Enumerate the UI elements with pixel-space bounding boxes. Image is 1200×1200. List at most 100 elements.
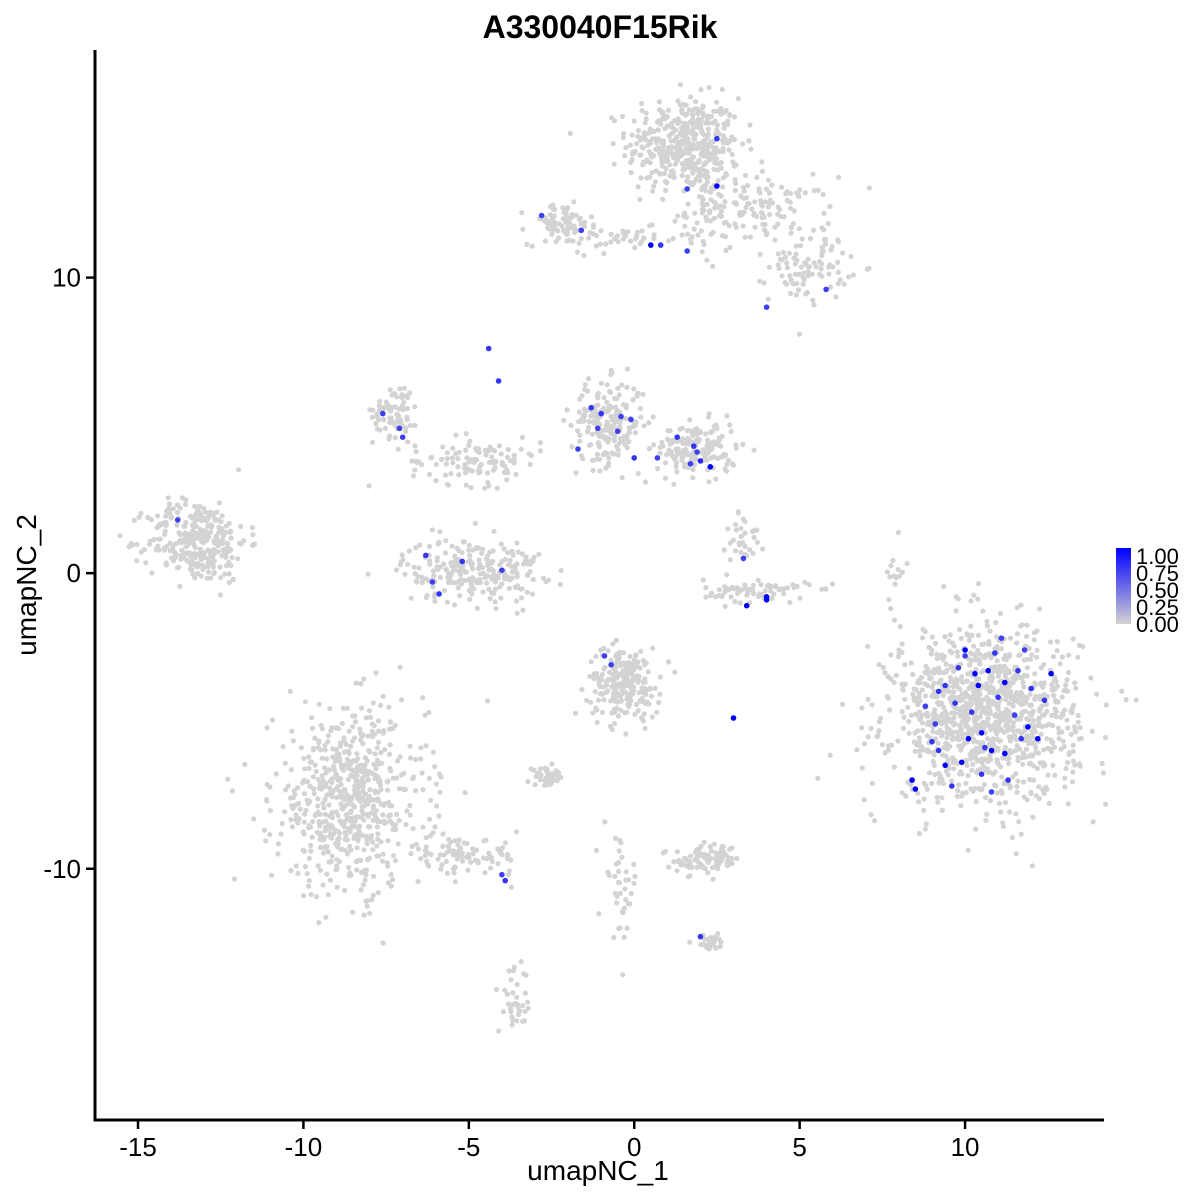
- cell-point: [769, 182, 775, 188]
- cell-point: [443, 461, 449, 467]
- cell-point: [769, 595, 775, 602]
- cell-point: [700, 196, 706, 202]
- cell-point: [223, 554, 229, 560]
- x-tick-label: -5: [457, 1132, 480, 1162]
- cell-point: [514, 540, 520, 546]
- cell-point: [198, 536, 204, 542]
- cell-point: [577, 396, 583, 402]
- cell-point: [819, 249, 825, 255]
- cell-point: [638, 101, 645, 107]
- cell-point: [170, 542, 177, 548]
- cell-point: [576, 409, 583, 415]
- cell-point: [610, 641, 616, 647]
- cell-point: [473, 445, 479, 451]
- cell-point: [405, 561, 411, 567]
- cell-point: [964, 762, 970, 769]
- cell-point: [655, 118, 662, 124]
- cell-point: [809, 271, 815, 277]
- cell-point: [910, 671, 916, 678]
- cell-point: [1013, 737, 1020, 743]
- cell-point: [1031, 637, 1037, 643]
- cell-point: [771, 591, 777, 597]
- cell-point: [981, 763, 987, 770]
- cell-point: [680, 165, 687, 172]
- cell-point: [319, 773, 325, 779]
- cell-point: [470, 846, 476, 852]
- expressing-cell-point: [740, 555, 747, 562]
- cell-point: [430, 584, 436, 590]
- cell-point: [599, 690, 605, 697]
- cell-point: [443, 566, 449, 573]
- cell-point: [456, 472, 462, 478]
- cell-point: [315, 777, 321, 783]
- cell-point: [803, 291, 809, 297]
- expressing-cell-point: [823, 286, 829, 293]
- cell-point: [647, 140, 654, 146]
- cell-point: [1023, 633, 1030, 640]
- cell-point: [436, 540, 442, 546]
- cell-point: [718, 443, 724, 449]
- cell-point: [618, 707, 624, 713]
- cell-point: [628, 664, 634, 671]
- cell-point: [343, 832, 349, 838]
- cell-point: [691, 180, 697, 186]
- cell-point: [290, 738, 296, 744]
- cell-point: [985, 758, 991, 765]
- cell-point: [432, 598, 438, 604]
- cell-point: [412, 467, 418, 473]
- cell-point: [344, 801, 350, 807]
- cell-point: [868, 725, 874, 732]
- cell-point: [383, 820, 389, 826]
- cell-point: [835, 259, 841, 265]
- cell-point: [888, 652, 894, 658]
- cell-point: [700, 577, 706, 583]
- cell-point: [994, 658, 1000, 664]
- cell-point: [293, 812, 299, 818]
- cell-point: [700, 110, 706, 116]
- expressing-cell-point: [687, 461, 694, 467]
- cell-point: [816, 258, 823, 265]
- cell-point: [1037, 606, 1043, 612]
- cell-point: [590, 710, 596, 716]
- cell-point: [1028, 789, 1034, 795]
- cell-point: [1005, 714, 1011, 721]
- cell-point: [631, 880, 637, 886]
- cell-point: [380, 730, 386, 736]
- cell-point: [168, 515, 174, 521]
- cell-point: [701, 839, 707, 845]
- cell-point: [288, 817, 294, 823]
- cell-point: [493, 459, 499, 465]
- cell-point: [167, 510, 173, 516]
- cell-point: [726, 112, 733, 118]
- cell-point: [655, 127, 661, 133]
- cell-point: [335, 725, 342, 732]
- cell-point: [742, 543, 748, 550]
- cell-point: [1060, 712, 1066, 718]
- cell-point: [320, 882, 326, 888]
- cell-point: [940, 656, 946, 663]
- cell-point: [990, 771, 996, 777]
- cell-point: [740, 516, 746, 522]
- cell-point: [682, 855, 688, 862]
- cell-point: [615, 385, 621, 391]
- cell-point: [806, 582, 812, 588]
- legend-label: 0.00: [1136, 612, 1179, 637]
- cell-point: [815, 187, 821, 193]
- cell-point: [354, 751, 360, 757]
- cell-point: [651, 235, 657, 241]
- cell-point: [624, 709, 630, 715]
- cell-point: [419, 770, 425, 776]
- cell-point: [1015, 728, 1021, 734]
- cell-point: [747, 122, 753, 128]
- cell-point: [305, 883, 312, 889]
- cell-point: [826, 271, 832, 277]
- cell-point: [474, 605, 480, 611]
- cell-point: [218, 575, 224, 581]
- cell-point: [807, 236, 814, 242]
- cell-point: [702, 160, 708, 166]
- cell-point: [288, 767, 294, 773]
- cell-point: [426, 543, 433, 550]
- cell-point: [166, 501, 173, 507]
- cell-point: [155, 513, 161, 519]
- cell-point: [387, 387, 393, 393]
